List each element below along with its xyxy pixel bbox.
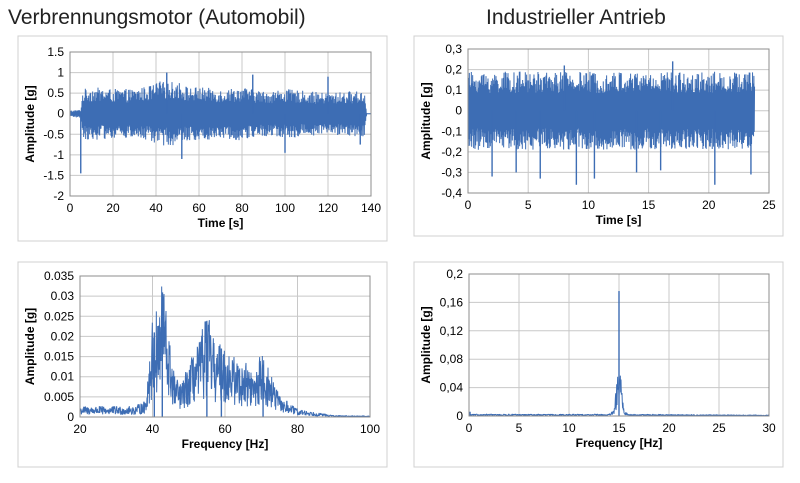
heading-engine: Verbrennungsmotor (Automobil): [8, 6, 306, 29]
y-tick-label: 0.035: [44, 269, 74, 283]
x-tick-label: 40: [149, 201, 163, 215]
chart-border: [413, 261, 784, 468]
x-axis-title: Frequency [Hz]: [576, 436, 663, 450]
y-tick-label: 0,04: [440, 381, 464, 395]
x-tick-label: 10: [562, 421, 576, 435]
x-tick-label: 30: [762, 421, 776, 435]
y-tick-label: 0.005: [44, 390, 74, 404]
y-tick-label: 0,2: [446, 267, 463, 281]
x-tick-label: 120: [318, 201, 338, 215]
y-tick-label: -0,2: [441, 145, 462, 159]
y-axis-title: Amplitude [g]: [419, 306, 433, 383]
x-tick-label: 60: [192, 201, 206, 215]
y-tick-label: 0.03: [51, 289, 75, 303]
y-tick-label: 0.01: [51, 370, 75, 384]
y-tick-label: 0: [57, 107, 64, 121]
y-tick-label: -1: [53, 148, 64, 162]
x-tick-label: 20: [106, 201, 120, 215]
heading-industrial-drive: Industrieller Antrieb: [486, 6, 666, 29]
x-tick-label: 20: [662, 421, 676, 435]
x-tick-label: 60: [218, 422, 232, 436]
y-tick-label: 1.5: [47, 45, 64, 59]
x-tick-label: 20: [73, 422, 87, 436]
x-tick-label: 10: [582, 198, 596, 212]
chart-border: [17, 35, 388, 242]
y-tick-label: 0,16: [440, 295, 464, 309]
y-axis-title: Amplitude [g]: [23, 85, 37, 162]
x-tick-label: 40: [146, 422, 160, 436]
y-tick-label: 0: [67, 410, 74, 424]
y-tick-label: 0,2: [445, 63, 462, 77]
x-axis-title: Time [s]: [198, 216, 244, 230]
y-tick-label: 0,3: [445, 42, 462, 56]
x-axis-title: Time [s]: [596, 213, 642, 227]
y-axis-title: Amplitude [g]: [419, 82, 433, 159]
x-tick-label: 15: [642, 198, 656, 212]
series-line: [79, 286, 371, 418]
y-tick-label: -2: [53, 189, 64, 203]
y-tick-label: 1: [57, 66, 64, 80]
y-tick-label: 0: [455, 104, 462, 118]
x-tick-label: 80: [235, 201, 249, 215]
plot-area: [79, 275, 371, 418]
x-tick-label: 25: [762, 198, 776, 212]
y-tick-label: -1.5: [43, 168, 64, 182]
y-tick-label: 0.015: [44, 350, 74, 364]
y-tick-label: 0,12: [440, 324, 464, 338]
y-tick-label: 0,08: [440, 352, 464, 366]
x-tick-label: 25: [712, 421, 726, 435]
y-tick-label: -0,1: [441, 124, 462, 138]
y-tick-label: 0.025: [44, 309, 74, 323]
x-tick-label: 80: [291, 422, 305, 436]
x-tick-label: 20: [702, 198, 716, 212]
y-tick-label: 0.02: [51, 329, 75, 343]
plot-area: [468, 273, 770, 417]
plot-area: [69, 51, 372, 197]
x-axis-title: Frequency [Hz]: [182, 437, 269, 451]
y-axis-title: Amplitude [g]: [23, 308, 37, 385]
plot-area: [467, 48, 770, 194]
series-line: [69, 81, 371, 146]
x-tick-label: 5: [525, 198, 532, 212]
y-tick-label: -0,4: [441, 186, 462, 200]
x-tick-label: 100: [360, 422, 380, 436]
y-tick-label: -0.5: [43, 127, 64, 141]
x-tick-label: 140: [361, 201, 381, 215]
y-tick-label: -0,3: [441, 165, 462, 179]
y-tick-label: 0: [456, 409, 463, 423]
x-tick-label: 5: [516, 421, 523, 435]
x-tick-label: 0: [67, 201, 74, 215]
y-tick-label: 0,1: [445, 83, 462, 97]
x-tick-label: 0: [465, 198, 472, 212]
x-tick-label: 15: [612, 421, 626, 435]
x-tick-label: 0: [466, 421, 473, 435]
x-tick-label: 100: [275, 201, 295, 215]
y-tick-label: 0.5: [47, 86, 64, 100]
